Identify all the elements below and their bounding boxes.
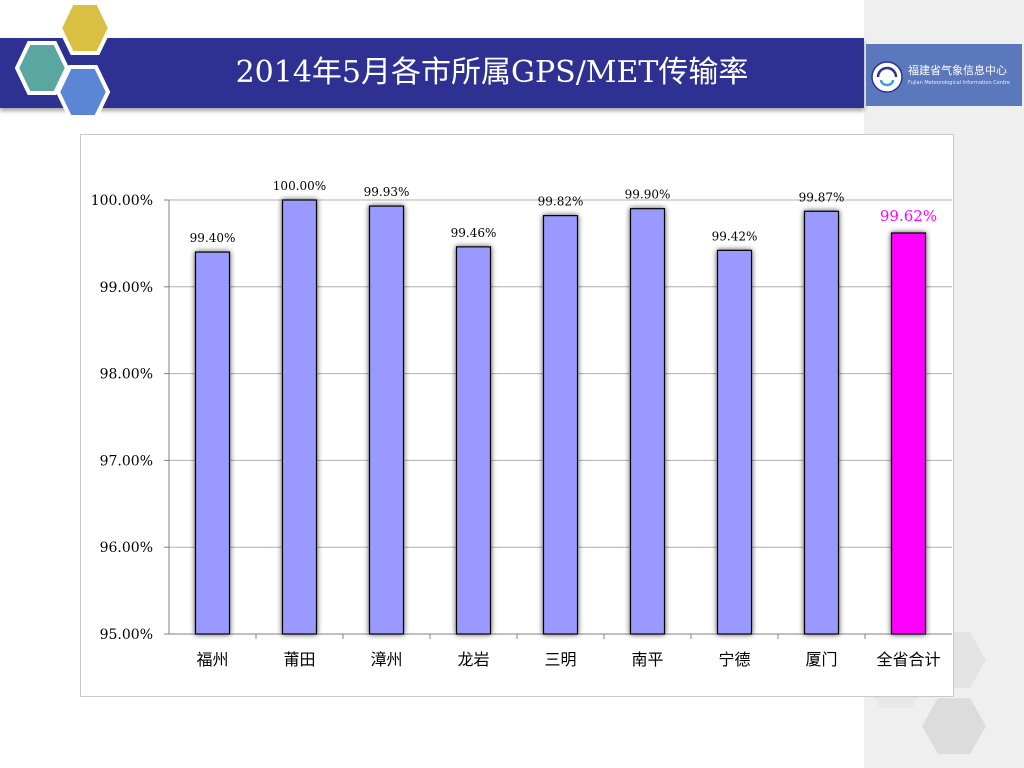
organization-subtitle: Fujian Meteorological Information Centre (908, 80, 1010, 86)
data-label: 99.42% (712, 229, 758, 243)
data-label: 99.82% (538, 195, 584, 209)
bar (629, 208, 666, 635)
data-label: 99.90% (625, 188, 671, 202)
x-tick-label: 莆田 (283, 650, 315, 669)
data-label: 99.87% (799, 190, 845, 204)
data-label: 99.62% (880, 207, 937, 225)
x-tick-label: 厦门 (805, 650, 837, 669)
bar (368, 205, 405, 635)
weather-emblem-icon (871, 61, 903, 93)
x-tick-label: 南平 (631, 650, 663, 669)
bar (542, 215, 579, 635)
y-tick-label: 98.00% (100, 367, 153, 383)
bar (281, 199, 318, 635)
bar (194, 251, 231, 635)
y-tick-label: 95.00% (100, 627, 153, 643)
data-label: 99.46% (451, 226, 497, 240)
y-tick-label: 96.00% (100, 540, 153, 556)
x-tick-label: 宁德 (718, 650, 750, 669)
bar-chart: 95.00% 96.00% 97.00% 98.00% 99.00% 100.00% 99.… (91, 179, 952, 669)
y-tick-label: 97.00% (100, 453, 153, 469)
y-tick-label: 99.00% (100, 280, 153, 296)
data-label: 99.40% (190, 231, 236, 245)
bar (890, 232, 927, 635)
data-label: 99.93% (364, 185, 410, 199)
page-title: 2014年5月各市所属GPS/MET传输率 (235, 55, 749, 90)
data-label: 100.00% (273, 179, 326, 193)
organization-name: 福建省气象信息中心 (908, 64, 1007, 77)
header-bar (0, 38, 864, 108)
x-tick-label: 龙岩 (457, 650, 489, 669)
chart-frame: 95.00% 96.00% 97.00% 98.00% 99.00% 100.00% 99.… (80, 134, 954, 697)
x-tick-label: 福州 (196, 650, 228, 669)
bar (803, 210, 840, 635)
x-tick-label: 漳州 (370, 650, 402, 669)
x-tick-label: 全省合计 (876, 650, 940, 669)
bar (455, 246, 492, 635)
bar (716, 249, 753, 635)
y-tick-label: 100.00% (91, 193, 153, 209)
x-tick-label: 三明 (544, 650, 576, 669)
grey-hexagon (922, 698, 986, 754)
